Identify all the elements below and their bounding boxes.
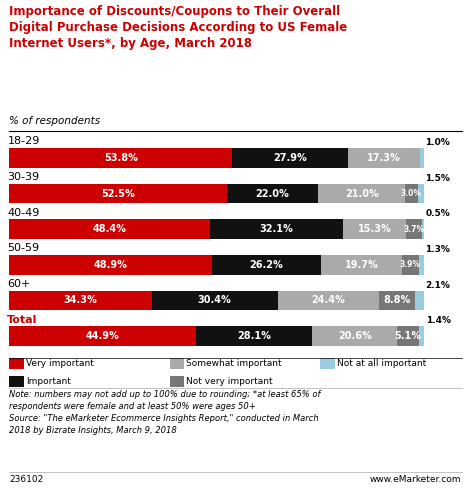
Bar (419, 255, 424, 275)
Bar (227, 184, 318, 204)
Text: 30-39: 30-39 (8, 172, 40, 182)
Text: 34.3%: 34.3% (64, 295, 97, 305)
Text: 15.3%: 15.3% (358, 224, 392, 234)
Bar (318, 184, 405, 204)
Text: 3.9%: 3.9% (400, 260, 421, 269)
Text: Somewhat important: Somewhat important (186, 359, 282, 368)
Text: 30.4%: 30.4% (198, 295, 231, 305)
Bar (405, 184, 418, 204)
Bar (420, 148, 424, 168)
Text: 3.7%: 3.7% (404, 225, 425, 234)
Text: 17.3%: 17.3% (367, 153, 401, 163)
Text: 27.9%: 27.9% (273, 153, 307, 163)
Text: 1.5%: 1.5% (425, 174, 450, 183)
Text: 48.9%: 48.9% (94, 260, 128, 270)
Text: 1.4%: 1.4% (426, 316, 451, 325)
Bar (9, 290, 152, 310)
Text: 1.3%: 1.3% (425, 245, 450, 254)
Bar (9, 148, 232, 168)
Bar (419, 326, 424, 346)
Text: 52.5%: 52.5% (101, 189, 135, 199)
Bar (418, 184, 424, 204)
Bar (422, 219, 424, 239)
Bar (277, 290, 379, 310)
Bar (379, 290, 415, 310)
Bar (402, 255, 419, 275)
Bar (415, 290, 424, 310)
Text: 53.8%: 53.8% (104, 153, 138, 163)
Text: 21.0%: 21.0% (345, 189, 379, 199)
Bar (9, 326, 195, 346)
Text: 22.0%: 22.0% (256, 189, 290, 199)
Text: 3.0%: 3.0% (401, 189, 422, 198)
Text: 2.1%: 2.1% (425, 281, 450, 289)
Text: www.eMarketer.com: www.eMarketer.com (370, 475, 462, 484)
Text: 19.7%: 19.7% (345, 260, 378, 270)
Text: 50-59: 50-59 (8, 243, 40, 253)
Text: 5.1%: 5.1% (394, 331, 422, 341)
Text: 40-49: 40-49 (8, 207, 40, 217)
Text: Total: Total (8, 315, 38, 325)
Bar (321, 255, 402, 275)
Text: Not very important: Not very important (186, 377, 273, 386)
Bar (195, 326, 312, 346)
Text: 1.0%: 1.0% (425, 138, 450, 147)
Text: 26.2%: 26.2% (250, 260, 283, 270)
Text: 48.4%: 48.4% (93, 224, 127, 234)
Bar (9, 255, 212, 275)
Text: Important: Important (26, 377, 71, 386)
Bar (9, 184, 227, 204)
Bar (210, 219, 343, 239)
Text: 44.9%: 44.9% (86, 331, 119, 341)
Text: 18-29: 18-29 (8, 136, 40, 146)
Text: Note: numbers may not add up to 100% due to rounding; *at least 65% of
responden: Note: numbers may not add up to 100% due… (9, 390, 321, 435)
Bar (343, 219, 406, 239)
Text: 28.1%: 28.1% (237, 331, 271, 341)
Bar (312, 326, 398, 346)
Text: 236102: 236102 (9, 475, 44, 484)
Text: 60+: 60+ (8, 279, 31, 289)
Bar (152, 290, 277, 310)
Text: 20.6%: 20.6% (338, 331, 372, 341)
Text: Importance of Discounts/Coupons to Their Overall
Digital Purchase Decisions Acco: Importance of Discounts/Coupons to Their… (9, 5, 348, 50)
Bar (212, 255, 321, 275)
Bar (348, 148, 420, 168)
Text: Very important: Very important (26, 359, 94, 368)
Bar (232, 148, 348, 168)
Text: 32.1%: 32.1% (260, 224, 293, 234)
Bar (406, 219, 422, 239)
Bar (398, 326, 419, 346)
Text: % of respondents: % of respondents (9, 116, 100, 126)
Bar (9, 219, 210, 239)
Text: Not at all important: Not at all important (337, 359, 426, 368)
Text: 24.4%: 24.4% (311, 295, 345, 305)
Text: 0.5%: 0.5% (425, 209, 450, 218)
Text: 8.8%: 8.8% (383, 295, 411, 305)
